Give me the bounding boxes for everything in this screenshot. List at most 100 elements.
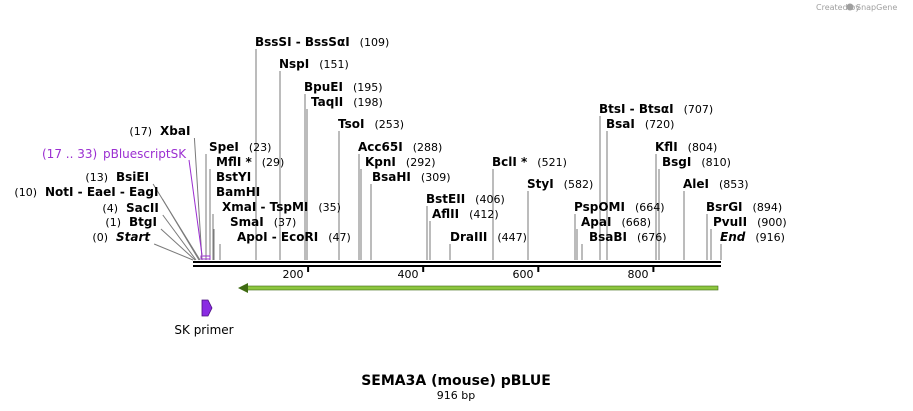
enzyme-bsabi[interactable]: BsaBI (676) <box>589 230 667 244</box>
enzyme-bcli[interactable]: BclI * (521) <box>492 155 567 169</box>
orf-arrow[interactable] <box>238 283 719 293</box>
enzyme-bsgi[interactable]: BsgI (810) <box>662 155 731 169</box>
enzyme-pspomi[interactable]: PspOMI (664) <box>574 200 665 214</box>
enzyme-name: ApaI <box>581 215 611 229</box>
enzyme-connector <box>193 137 203 261</box>
enzyme-position: (47) <box>328 231 351 244</box>
enzyme-start[interactable]: Start (0) <box>92 230 151 244</box>
enzyme-name: BamHI <box>216 185 260 199</box>
map-subtitle: 916 bp <box>437 389 475 402</box>
enzyme-position: (406) <box>475 193 505 206</box>
enzyme-mfli[interactable]: MflI * (29) <box>216 155 284 169</box>
enzyme-spei[interactable]: SpeI (23) <box>209 140 271 154</box>
enzyme-kpni[interactable]: KpnI (292) <box>365 155 436 169</box>
primer-label: SK primer <box>174 323 233 337</box>
enzyme-name: End <box>720 230 746 244</box>
sk-primer[interactable]: SK primer <box>174 299 234 337</box>
enzyme-bpuei[interactable]: BpuEI (195) <box>304 80 383 94</box>
backbone-strand-bottom <box>193 265 721 267</box>
enzyme-alei[interactable]: AleI (853) <box>683 177 749 191</box>
enzyme-name: MflI * <box>216 155 252 169</box>
feature-pbluescriptsk[interactable]: (17 .. 33) pBluescriptSK <box>42 147 211 260</box>
ruler-tick-label: 600 <box>513 268 534 281</box>
enzyme-name: DraIII <box>450 230 487 244</box>
enzyme-name: PspOMI <box>574 200 625 214</box>
enzyme-name: TsoI <box>338 117 364 131</box>
enzyme-kfli[interactable]: KflI (804) <box>655 140 717 154</box>
enzyme-position: (195) <box>353 81 383 94</box>
enzyme-position: (521) <box>537 156 567 169</box>
enzyme-draiii[interactable]: DraIII (447) <box>450 230 527 244</box>
enzyme-bsssi-bsssαi[interactable]: BssSI - BssSαI (109) <box>255 35 389 49</box>
enzyme-bsrgi[interactable]: BsrGI (894) <box>706 200 782 214</box>
enzyme-taqii[interactable]: TaqII (198) <box>311 95 383 109</box>
map-title: SEMA3A (mouse) pBLUE <box>361 373 551 389</box>
sequence-backbone <box>193 261 721 267</box>
enzyme-name: BtsI - BtsαI <box>599 102 674 116</box>
enzyme-name: ApoI - EcoRI <box>237 230 318 244</box>
enzyme-name: Acc65I <box>358 140 403 154</box>
enzyme-end[interactable]: End (916) <box>720 230 785 244</box>
orf-arrow-head <box>238 283 248 293</box>
enzyme-bamhi[interactable]: BamHI <box>216 185 260 199</box>
enzyme-name: AleI <box>683 177 709 191</box>
enzyme-pvuii[interactable]: PvuII (900) <box>713 215 787 229</box>
enzyme-position: (412) <box>469 208 499 221</box>
enzyme-bsai[interactable]: BsaI (720) <box>606 117 674 131</box>
enzyme-name: KflI <box>655 140 678 154</box>
enzyme-name: BsaHI <box>372 170 411 184</box>
enzyme-apai[interactable]: ApaI (668) <box>581 215 651 229</box>
enzyme-connectors <box>152 49 722 261</box>
enzyme-position: (664) <box>635 201 665 214</box>
ruler: 200 400 600 800 <box>283 266 655 281</box>
enzyme-position: (810) <box>701 156 731 169</box>
enzyme-position: (292) <box>406 156 436 169</box>
enzyme-position: (900) <box>757 216 787 229</box>
enzyme-styi[interactable]: StyI (582) <box>527 177 593 191</box>
enzyme-sacii[interactable]: SacII (4) <box>102 201 158 215</box>
enzyme-name: BtgI <box>129 215 157 229</box>
enzyme-name: BpuEI <box>304 80 343 94</box>
primer-arrow-icon <box>201 299 213 317</box>
enzyme-name: XmaI - TspMI <box>222 200 308 214</box>
enzyme-position: (23) <box>249 141 272 154</box>
enzyme-xmai-tspmi[interactable]: XmaI - TspMI (35) <box>222 200 341 214</box>
enzyme-position: (853) <box>719 178 749 191</box>
enzyme-bsahi[interactable]: BsaHI (309) <box>372 170 451 184</box>
enzyme-bsteii[interactable]: BstEII (406) <box>426 192 505 206</box>
enzyme-name: PvuII <box>713 215 747 229</box>
enzyme-connector <box>153 243 194 261</box>
enzyme-name: BstEII <box>426 192 465 206</box>
enzyme-position: (0) <box>92 231 108 244</box>
enzyme-position: (109) <box>360 36 390 49</box>
enzyme-btgi[interactable]: BtgI (1) <box>105 215 157 229</box>
enzyme-noti-eaei-eagi[interactable]: NotI - EaeI - EagI (10) <box>14 185 158 199</box>
enzyme-nspi[interactable]: NspI (151) <box>279 57 349 71</box>
enzyme-acc65i[interactable]: Acc65I (288) <box>358 140 442 154</box>
feature-connector <box>188 159 203 256</box>
enzyme-name: BsaBI <box>589 230 627 244</box>
enzyme-apoi-ecori[interactable]: ApoI - EcoRI (47) <box>237 230 351 244</box>
enzyme-smai[interactable]: SmaI (37) <box>230 215 296 229</box>
enzyme-name: BsiEI <box>116 170 149 184</box>
ruler-tick-label: 400 <box>398 268 419 281</box>
backbone-strand-top <box>193 261 721 263</box>
enzyme-xbai[interactable]: XbaI (17) <box>129 124 190 138</box>
enzyme-bsiei[interactable]: BsiEI (13) <box>85 170 149 184</box>
enzyme-tsoi[interactable]: TsoI (253) <box>338 117 404 131</box>
enzyme-name: NspI <box>279 57 309 71</box>
enzyme-btsi-btsαi[interactable]: BtsI - BtsαI (707) <box>599 102 713 116</box>
enzyme-name: StyI <box>527 177 554 191</box>
enzyme-aflii[interactable]: AflII (412) <box>432 207 499 221</box>
enzyme-name: BssSI - BssSαI <box>255 35 350 49</box>
feature-mark <box>200 255 211 260</box>
enzyme-name: BsgI <box>662 155 691 169</box>
enzyme-connector <box>152 183 201 261</box>
enzyme-position: (668) <box>621 216 651 229</box>
enzyme-bstyi[interactable]: BstYI <box>216 170 251 184</box>
enzyme-position: (37) <box>274 216 297 229</box>
enzyme-position: (29) <box>262 156 285 169</box>
ruler-tick-label: 200 <box>283 268 304 281</box>
orf-arrow-body <box>245 285 719 291</box>
